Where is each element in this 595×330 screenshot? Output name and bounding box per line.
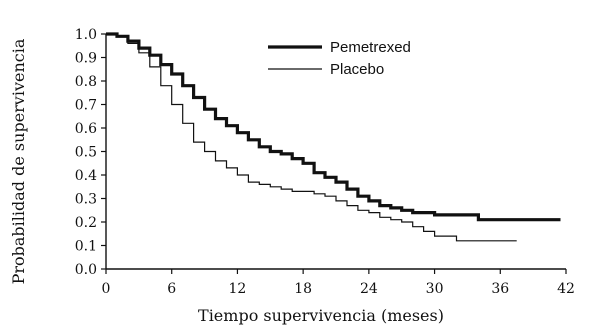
x-tick-label: 36 [491, 281, 509, 297]
series-line-pemetrexed [106, 32, 561, 222]
x-tick-label: 6 [167, 281, 176, 297]
series-line-placebo [106, 33, 517, 242]
y-tick-label: 0.0 [75, 262, 97, 278]
y-axis-title: Probabilidad de supervivencia [9, 38, 28, 284]
legend-label-pemetrexed: Pemetrexed [330, 39, 411, 56]
y-tick-label: 0.3 [75, 192, 97, 208]
x-tick-label: 24 [360, 281, 378, 297]
legend: Pemetrexed Placebo [268, 39, 411, 78]
y-tick-label: 0.2 [75, 215, 97, 231]
y-tick-label: 0.8 [75, 74, 97, 90]
axes: 0 6 12 18 24 30 36 42 0.0 0.1 0.2 0.3 0.4 0.5 0.6 0.7 0.… [75, 27, 575, 297]
x-tick-label: 42 [557, 281, 575, 297]
y-tick-label: 1.0 [75, 27, 97, 43]
legend-label-placebo: Placebo [330, 61, 384, 78]
y-tick-label: 0.1 [75, 239, 97, 255]
y-tick-label: 0.4 [75, 168, 97, 184]
y-tick-label: 0.6 [75, 121, 97, 137]
x-axis-title: Tiempo supervivencia (meses) [198, 306, 444, 325]
y-tick-label: 0.5 [75, 145, 97, 161]
x-tick-label: 0 [102, 281, 111, 297]
y-tick-label: 0.7 [75, 98, 97, 114]
x-tick-label: 18 [294, 281, 312, 297]
y-tick-label: 0.9 [75, 51, 97, 67]
x-tick-label: 30 [426, 281, 444, 297]
x-tick-label: 12 [229, 281, 247, 297]
survival-curves [106, 32, 561, 242]
